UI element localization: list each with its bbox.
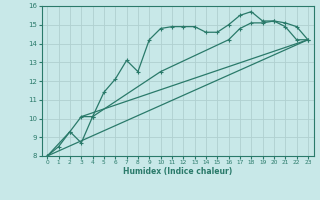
X-axis label: Humidex (Indice chaleur): Humidex (Indice chaleur) <box>123 167 232 176</box>
